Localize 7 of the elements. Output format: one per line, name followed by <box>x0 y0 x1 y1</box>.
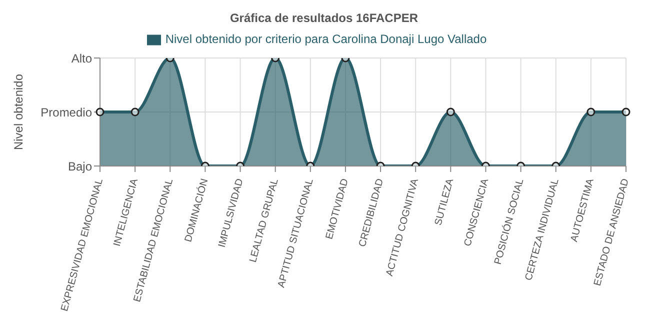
text: Bajo <box>68 159 92 174</box>
y-axis-title: Nivel obtenido <box>11 74 26 150</box>
chart-title: Gráfica de resultados 16FACPER <box>228 10 420 27</box>
text: Alto <box>71 51 92 66</box>
x-tick-label: LEALTAD GRUPAL <box>248 177 281 264</box>
text: Promedio <box>40 105 92 120</box>
legend-label: Nivel obtenido por criterio para Carolina Donaji Lugo Vallado <box>165 32 487 46</box>
